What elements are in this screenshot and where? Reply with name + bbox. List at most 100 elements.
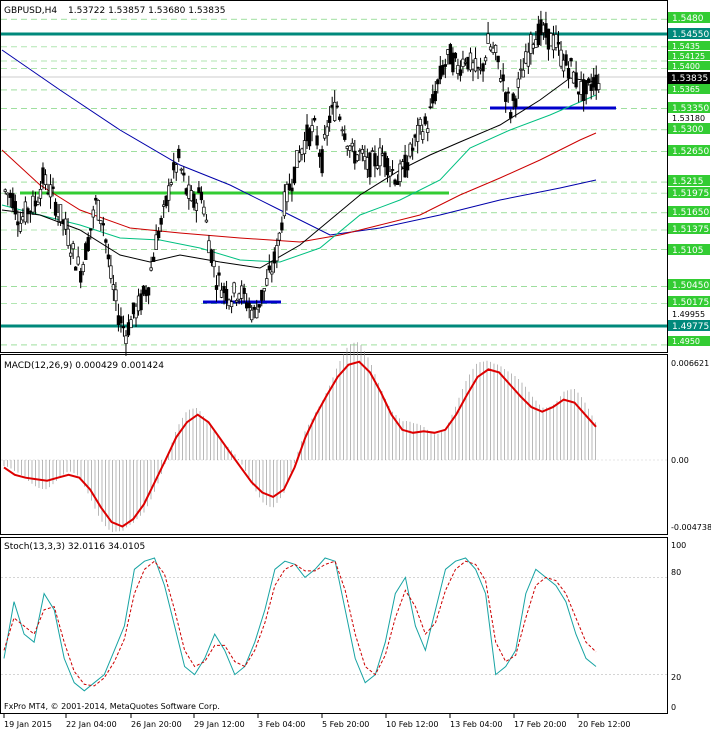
- candle-bear: [53, 201, 58, 216]
- time-label: 13 Feb 04:00: [450, 720, 502, 729]
- candle-bull: [255, 308, 259, 319]
- candle-bull: [597, 83, 601, 90]
- candle-bear: [164, 195, 168, 207]
- candle-bull: [473, 58, 478, 72]
- candle-bull: [68, 252, 73, 257]
- ma-blue-line: [1, 49, 597, 236]
- candle-bull: [99, 220, 103, 224]
- macd-bottom-label: -0.004738: [671, 523, 711, 532]
- price-label-box-1.5365: [668, 84, 710, 94]
- time-label: 17 Feb 20:00: [514, 720, 566, 729]
- candle-bull: [529, 34, 533, 54]
- candle-bull: [114, 289, 118, 302]
- price-label-box-1.5480: [668, 12, 710, 23]
- candle-bull: [486, 33, 490, 44]
- candle-bull: [36, 201, 40, 205]
- candle-bear: [385, 158, 390, 176]
- candle-bull: [219, 289, 224, 298]
- price-label: 1.4950: [672, 337, 700, 346]
- candle-bull: [493, 44, 498, 53]
- price-label: 1.5400: [672, 62, 700, 71]
- price-label: 1.53180: [672, 114, 705, 123]
- candle-bull: [18, 223, 22, 232]
- candle-bear: [146, 287, 151, 296]
- candle-bull: [275, 245, 279, 262]
- candle-bear: [556, 41, 561, 45]
- candle-bear: [566, 67, 571, 79]
- current-price-label: 1.53835: [671, 74, 708, 84]
- current-price-box: [668, 72, 710, 84]
- candle-bull: [418, 118, 422, 126]
- macd-signal-line: [3, 360, 597, 528]
- candle-bear: [312, 117, 317, 121]
- stoch-main-line: [3, 557, 597, 692]
- ma-black-line: [1, 77, 597, 269]
- candle-bull: [262, 288, 266, 292]
- candle-bull: [559, 49, 563, 67]
- candle-bull: [111, 284, 116, 291]
- price-label-box-1.52650: [668, 145, 710, 156]
- price-label: 1.53350: [672, 104, 709, 114]
- candle-bear: [511, 93, 515, 101]
- candle-bull: [48, 184, 53, 198]
- candle-bear: [214, 285, 219, 290]
- candle-bear: [410, 147, 415, 151]
- candle-bull: [169, 182, 173, 185]
- watermark: FxPro MT4, © 2001-2014, MetaQuotes Softw…: [4, 702, 220, 711]
- candle-bull: [310, 125, 314, 133]
- candle-bear: [509, 112, 513, 119]
- price-label-box-1.49775: [668, 320, 710, 331]
- candle-bear: [101, 223, 105, 226]
- time-label: 20 Feb 12:00: [578, 720, 630, 729]
- candle-bull: [229, 301, 234, 308]
- candle-bull: [333, 101, 337, 121]
- candle-bear: [192, 193, 196, 208]
- candle-bull: [96, 200, 100, 221]
- candle-bear: [13, 201, 17, 215]
- time-label: 3 Feb 04:00: [258, 720, 305, 729]
- time-axis: 19 Jan 2015 22 Jan 04:00 26 Jan 20:00 29…: [4, 720, 630, 729]
- candle-bear: [104, 239, 108, 243]
- candle-bear: [453, 52, 458, 59]
- candle-bull: [234, 300, 239, 303]
- candle-bear: [343, 133, 347, 140]
- candle-bull: [3, 189, 7, 192]
- candle-bull: [63, 218, 68, 230]
- candle-bear: [476, 66, 480, 69]
- candle-bear: [267, 265, 271, 271]
- price-label-box-1.54550: [668, 28, 710, 39]
- candle-bull: [265, 278, 269, 286]
- candle-bull: [179, 168, 183, 171]
- candle-bear: [290, 187, 294, 192]
- candle-bull: [378, 147, 382, 167]
- price-label-box-1.5435: [668, 41, 710, 50]
- candle-bear: [242, 287, 246, 294]
- candle-bear: [159, 218, 163, 225]
- candle-bear: [315, 135, 319, 146]
- candle-bull: [521, 69, 525, 78]
- price-label-box-1.50175: [668, 296, 710, 307]
- candle-bear: [441, 65, 445, 75]
- candle-bear: [157, 231, 161, 239]
- candle-bear: [390, 169, 395, 171]
- candle-bull: [71, 243, 75, 250]
- candle-bear: [373, 153, 377, 167]
- price-label-box-1.5400: [668, 61, 710, 70]
- candle-bull: [81, 264, 85, 273]
- macd-top-label: 0.006621: [671, 359, 709, 368]
- price-label: 1.5105: [672, 246, 704, 256]
- price-axis: 1.5480 1.54550 1.5435 1.54125 1.5400 1.5…: [668, 12, 710, 346]
- candle-bull: [355, 154, 359, 161]
- candle-bull: [554, 34, 558, 48]
- candle-bear: [451, 52, 455, 73]
- candle-bear: [182, 172, 186, 176]
- candle-bear: [569, 58, 573, 62]
- candle-bear: [209, 249, 214, 263]
- candle-bear: [458, 69, 463, 76]
- candle-bull: [207, 240, 211, 254]
- price-label: 1.5435: [672, 42, 700, 51]
- price-label-box-1.50450: [668, 279, 710, 290]
- candle-bear: [51, 186, 55, 189]
- candle-bull: [285, 184, 289, 203]
